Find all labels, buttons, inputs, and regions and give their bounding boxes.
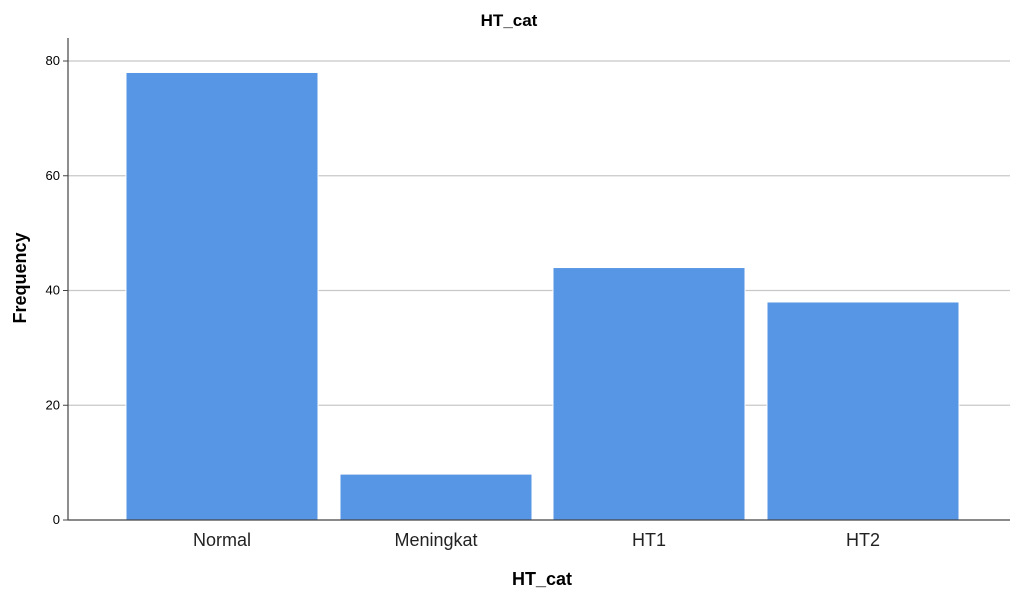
bar-ht1 bbox=[552, 267, 746, 521]
x-tick-label-ht2: HT2 bbox=[846, 530, 880, 550]
x-tick-label-meningkat: Meningkat bbox=[394, 530, 477, 550]
axes bbox=[67, 38, 1010, 521]
x-axis-title: HT_cat bbox=[512, 569, 572, 589]
x-tick-labels: Normal Meningkat HT1 HT2 bbox=[193, 530, 880, 550]
y-axis-title: Frequency bbox=[10, 232, 30, 323]
y-tick-label-80: 80 bbox=[46, 53, 60, 68]
x-tick-label-ht1: HT1 bbox=[632, 530, 666, 550]
bar-meningkat bbox=[339, 473, 533, 521]
bar-normal bbox=[125, 71, 319, 521]
bars bbox=[125, 71, 960, 521]
y-tick-label-0: 0 bbox=[53, 512, 60, 527]
chart-title: HT_cat bbox=[481, 11, 538, 30]
y-tick-label-60: 60 bbox=[46, 168, 60, 183]
y-tick-label-20: 20 bbox=[46, 397, 60, 412]
bar-ht2 bbox=[766, 301, 960, 521]
y-tick-label-40: 40 bbox=[46, 283, 60, 298]
y-tick-labels: 0 20 40 60 80 bbox=[46, 53, 68, 527]
x-tick-label-normal: Normal bbox=[193, 530, 251, 550]
